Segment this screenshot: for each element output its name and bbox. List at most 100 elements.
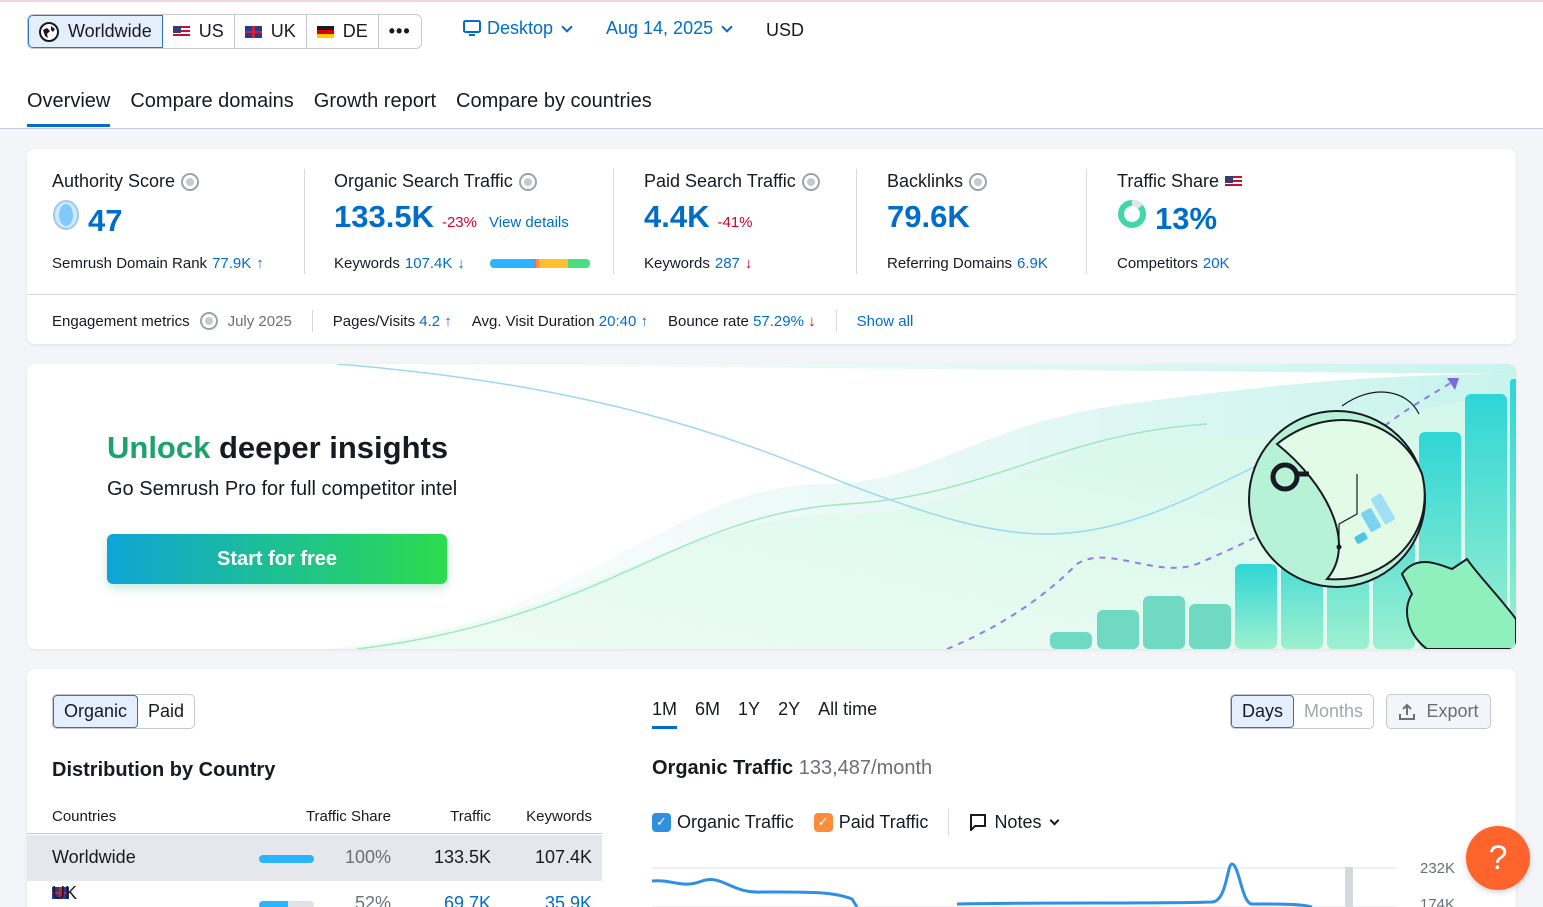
paid-keywords-link[interactable]: 287 [714,255,740,272]
divider [27,294,1516,295]
down-arrow-icon: ↓ [808,312,816,330]
table-row[interactable]: Worldwide 100% 133.5K 107.4K [27,835,602,881]
tab-growth-report[interactable]: Growth report [313,90,437,112]
chevron-down-icon [721,20,733,33]
info-icon[interactable] [801,172,820,191]
banner-illustration [327,364,1516,649]
country-name: Worldwide [52,847,136,867]
more-databases-button[interactable]: ••• [388,21,411,41]
tab-compare-domains[interactable]: Compare domains [130,90,294,112]
authority-gauge-icon [53,200,79,230]
info-icon[interactable] [181,172,200,191]
country-table-header: Countries Traffic Share Traffic Keywords [27,808,602,834]
export-button[interactable]: Export [1386,694,1491,729]
distribution-title: Distribution by Country [52,759,276,781]
column-header[interactable]: Traffic [450,808,491,825]
info-icon[interactable] [199,312,218,330]
metric-label: Organic Search Traffic [334,171,537,192]
column-header[interactable]: Keywords [526,808,592,825]
info-icon[interactable] [518,172,537,191]
db-de-button[interactable]: DE [307,15,379,48]
y-tick-label: 232K [1420,860,1455,877]
help-button[interactable]: ? [1466,826,1530,890]
chevron-down-icon [1050,815,1060,825]
promo-banner: Unlock deeper insights Go Semrush Pro fo… [27,364,1516,649]
divider [856,169,857,274]
device-dropdown[interactable]: Desktop [463,18,573,39]
traffic-value[interactable]: 69.7K [443,893,491,907]
paid-toggle-button[interactable]: Paid [148,701,185,721]
db-label: DE [342,21,368,41]
view-details-link[interactable]: View details [489,214,569,231]
metric-value[interactable]: 79.6K [887,199,970,234]
metric-value[interactable]: 13% [1117,199,1217,237]
delta-badge: -23% [441,214,477,231]
flag-de-icon [316,25,334,38]
metric-sub: Keywords 107.4K ↓ [334,255,590,272]
export-icon [1399,703,1416,720]
divider [1086,169,1087,274]
metrics-card: Authority Score 47 Semrush Domain Rank 77… [27,149,1516,344]
date-dropdown[interactable]: Aug 14, 2025 [606,18,733,39]
traffic-value: 133.5K [433,847,491,867]
notes-icon[interactable] [969,813,987,831]
keywords-value[interactable]: 35.9K [544,893,592,907]
period-all-time[interactable]: All time [818,699,878,719]
table-row[interactable]: UK 52% 69.7K 35.9K [27,881,602,907]
organic-checkbox[interactable]: ✓ [652,812,671,832]
paid-checkbox[interactable]: ✓ [813,812,833,832]
info-icon[interactable] [969,172,988,191]
organic-keywords-link[interactable]: 107.4K [404,255,453,272]
days-button[interactable]: Days [1231,695,1295,728]
period-selector: 1M 6M 1Y 2Y All time [652,699,877,729]
column-header[interactable]: Countries [52,808,117,825]
period-1y[interactable]: 1Y [738,699,761,719]
chart-legend: ✓ Organic Traffic ✓ Paid Traffic Notes [652,809,1060,835]
visit-duration-value: 20:40 [598,312,637,330]
db-worldwide-button[interactable]: Worldwide [28,15,163,48]
period-2y[interactable]: 2Y [778,699,801,719]
competitors-link[interactable]: 20K [1202,255,1230,272]
report-tabs: Overview Compare domains Growth report C… [27,90,652,127]
domain-rank-link[interactable]: 77.9K [212,255,252,272]
engagement-row: Engagement metrics July 2025 Pages/Visit… [52,310,913,332]
chart-title: Organic Traffic 133,487/month [652,757,933,779]
share-bar [259,855,314,863]
visit-duration-label: Avg. Visit Duration [471,312,595,330]
start-for-free-button[interactable]: Start for free [107,534,447,584]
divider [613,169,614,274]
metric-sub: Semrush Domain Rank 77.9K ↑ [52,255,264,272]
db-uk-button[interactable]: UK [235,15,307,48]
metric-label: Paid Search Traffic [644,171,820,192]
delta-badge: -41% [717,214,753,231]
show-all-link[interactable]: Show all [856,312,914,330]
notes-dropdown[interactable]: Notes [994,811,1042,832]
tab-overview[interactable]: Overview [27,90,111,127]
database-selector: Worldwide US UK DE ••• [27,14,422,49]
up-arrow-icon: ↑ [444,312,452,330]
share-value: 52% [354,893,391,907]
chart-value: 133,487/month [798,757,933,779]
organic-toggle-button[interactable]: Organic [53,695,139,728]
device-label: Desktop [487,18,554,38]
share-donut-icon [1118,200,1146,228]
pages-visits-value: 4.2 [419,312,441,330]
divider [304,169,305,274]
metric-value[interactable]: 4.4K -41% [644,199,753,234]
referring-domains-link[interactable]: 6.9K [1017,255,1048,272]
share-bar [259,901,314,907]
desktop-icon [463,20,481,36]
banner-subtitle: Go Semrush Pro for full competitor intel [107,478,458,500]
months-button[interactable]: Months [1304,701,1364,721]
db-us-button[interactable]: US [163,15,235,48]
column-header[interactable]: Traffic Share [305,808,391,825]
divider [835,310,837,332]
organic-paid-toggle: Organic Paid [52,694,196,729]
tab-compare-countries[interactable]: Compare by countries [456,90,652,112]
up-arrow-icon: ↑ [640,312,649,330]
divider [948,809,950,835]
period-1m[interactable]: 1M [652,699,678,729]
chevron-down-icon [561,20,573,33]
period-6m[interactable]: 6M [695,699,721,719]
metric-value[interactable]: 133.5K -23% View details [334,199,569,234]
